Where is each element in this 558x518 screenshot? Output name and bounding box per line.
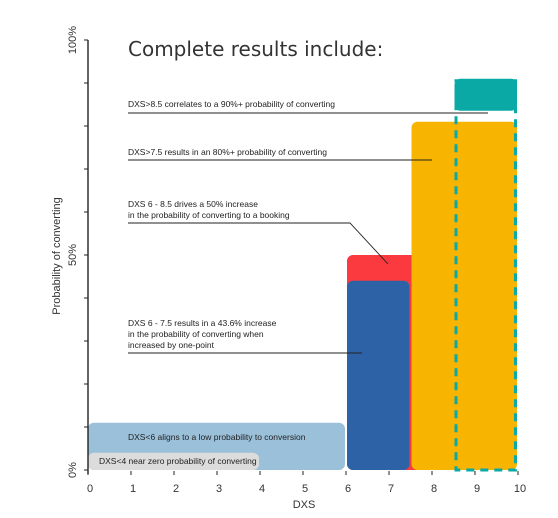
y-axis-label: Probability of converting — [51, 197, 63, 314]
y-tick-label: 50% — [67, 244, 79, 266]
annotation-dxs-6-7-5-line3: increased by one-point — [128, 340, 215, 350]
annotation-dxs-6-8-5: DXS 6 - 8.5 drives a 50% increase — [128, 199, 258, 209]
x-tick-label: 8 — [431, 483, 437, 495]
x-tick-label: 9 — [474, 483, 480, 495]
bar-dxs-gt-7-5 — [411, 121, 517, 470]
x-tick-label: 1 — [130, 483, 136, 495]
x-axis-label: DXS — [293, 499, 316, 511]
x-tick-label: 0 — [87, 483, 93, 495]
annotation-near-zero: DXS<4 near zero probability of convertin… — [99, 456, 257, 466]
x-tick-label: 3 — [216, 483, 222, 495]
y-tick-label: 0% — [67, 462, 79, 478]
y-tick-label: 100% — [67, 26, 79, 54]
leader-dxs-6-8-5 — [128, 222, 389, 265]
axes-group: 0% 50% 100% 0 1 2 3 4 5 6 7 8 9 10 — [67, 26, 526, 495]
annotation-dxs-6-7-5: DXS 6 - 7.5 results in a 43.6% increase — [128, 318, 277, 328]
annotation-dxs-6-7-5-line2: in the probability of converting when — [128, 329, 264, 339]
annotations-group: DXS>8.5 correlates to a 90%+ probability… — [99, 99, 488, 466]
annotation-low: DXS<6 aligns to a low probability to con… — [128, 432, 306, 442]
bar-dxs-6-7-5 — [347, 280, 410, 470]
x-tick-label: 5 — [302, 483, 308, 495]
bar-dxs-gt-8-5 — [454, 78, 517, 111]
x-tick-label: 4 — [259, 483, 265, 495]
annotation-dxs-gt-8-5: DXS>8.5 correlates to a 90%+ probability… — [128, 99, 335, 109]
annotation-dxs-gt-7-5: DXS>7.5 results in an 80%+ probability o… — [128, 147, 327, 157]
annotation-dxs-6-8-5-line2: in the probability of converting to a bo… — [128, 210, 290, 220]
x-tick-label: 7 — [388, 483, 394, 495]
x-tick-label: 6 — [345, 483, 351, 495]
bars-group — [88, 78, 517, 472]
chart-title: Complete results include: — [128, 37, 383, 61]
x-tick-label: 2 — [173, 483, 179, 495]
x-tick-label: 10 — [514, 483, 526, 495]
bar-dxs-gt-8-5-outline — [454, 79, 517, 472]
bar-near-zero — [88, 452, 259, 470]
